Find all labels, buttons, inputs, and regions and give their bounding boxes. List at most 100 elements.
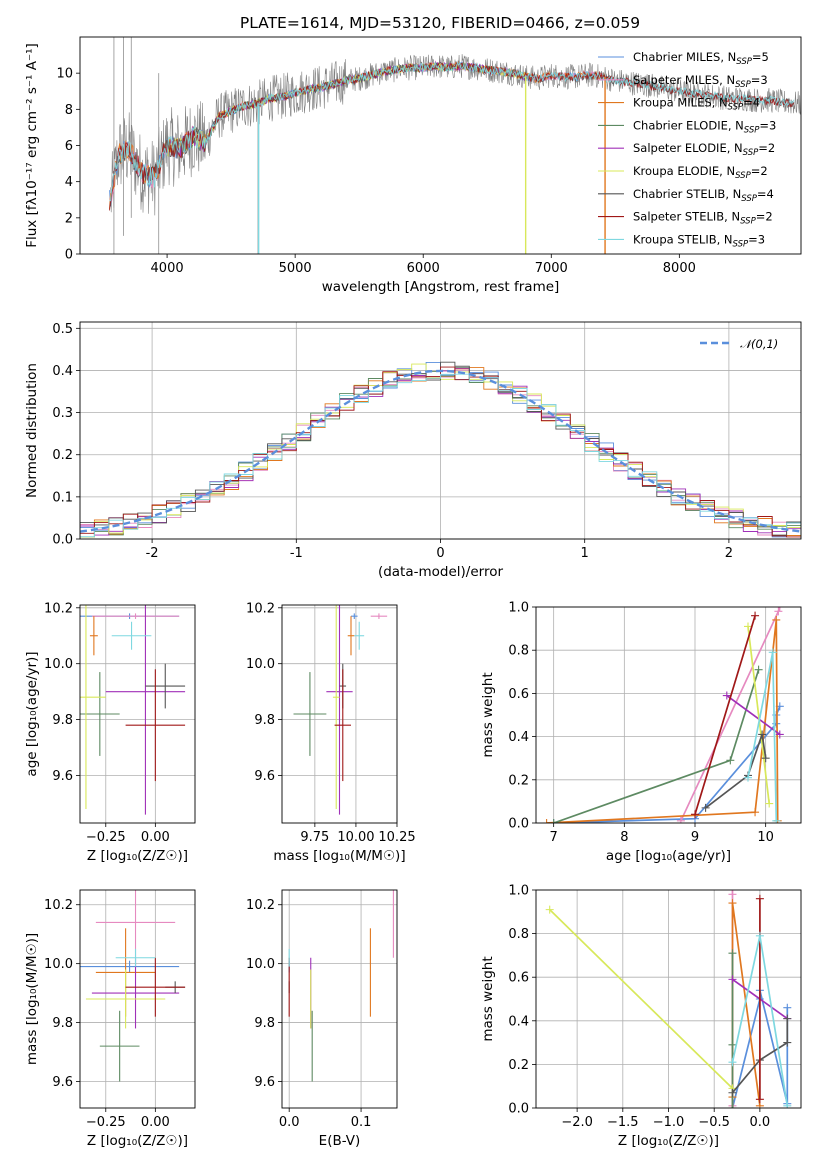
weight-marker-5 (744, 622, 752, 631)
weight-marker-4 (728, 975, 737, 984)
plot-area-age-vs-mass (282, 605, 398, 823)
panel-spectrum: 4000 5000 6000 7000 8000 0 2 4 6 8 10 wavelength [A… (24, 36, 802, 295)
x-tick-label: 4000 (151, 261, 184, 276)
panel-mass-vs-Z: −0.25 0.00 9.6 9.8 10.0 10.2 Z [log₁₀(Z/Z☉)] ma… (24, 889, 196, 1149)
y-tick-label: 10.2 (246, 601, 275, 616)
x-tick-label: 7000 (535, 261, 568, 276)
x-tick-label: 0 (436, 546, 444, 561)
axes-frame (281, 604, 398, 824)
errorbars (288, 890, 394, 1082)
y-tick-label: 2 (65, 211, 73, 226)
axes-frame (535, 889, 802, 1109)
errorbars (80, 890, 186, 1082)
weight-marker-3 (726, 756, 735, 765)
axes-frame (79, 36, 802, 255)
weight-marker-6 (783, 1038, 792, 1047)
figure-title: PLATE=1614, MJD=53120, FIBERID=0466, z=0… (240, 14, 640, 32)
x-axis-label: Z [log₁₀(Z/Z☉)] (87, 848, 188, 864)
x-axis-label: E(B-V) (319, 1133, 361, 1149)
weight-line-2 (546, 619, 779, 823)
plot-area-mass-vs-Z (80, 890, 195, 1108)
weight-marker-3 (549, 819, 558, 823)
x-tick-label: 6000 (407, 261, 440, 276)
x-axis-label: Z [log₁₀(Z/Z☉)] (618, 1133, 719, 1149)
weight-marker-8 (755, 931, 764, 940)
plot-area-weight-vs-age (536, 606, 801, 824)
y-tick-label: 0.1 (52, 490, 73, 505)
weight-marker-8 (772, 816, 781, 823)
weight-line-6 (705, 734, 767, 809)
y-tick-label: 10.0 (246, 657, 275, 672)
weight-marker-6 (758, 730, 767, 739)
legend-entry: Salpeter MILES, NSSP=3 (633, 73, 768, 90)
weight-marker-5 (765, 799, 774, 808)
panel-age-vs-Z: −0.25 0.00 9.6 9.8 10.0 10.2 Z [log₁₀(Z/Z☉)] ag… (24, 601, 196, 864)
x-tick-label: 0.0 (750, 1115, 771, 1130)
y-tick-label: 6 (65, 139, 73, 154)
panel-weight-vs-Z: −2.0 −1.5 −1.0 −0.5 0.0 0.0 0.2 0.4 0.6 0.8 1.0 Z [… (480, 884, 802, 1149)
normal-curve (80, 369, 801, 533)
weight-line-5 (549, 908, 734, 1090)
weight-marker-8 (744, 773, 752, 782)
weight-marker-7 (751, 611, 760, 620)
model-line-8 (109, 61, 795, 202)
y-axis-label: mass weight (480, 956, 496, 1041)
y-tick-label: 0 (65, 248, 73, 263)
weight-marker-1 (676, 816, 685, 823)
weight-marker-5 (545, 905, 554, 914)
plot-area-spectrum (109, 37, 801, 254)
legend-entry: Kroupa ELODIE, NSSP=2 (633, 164, 768, 181)
weight-marker-4 (775, 730, 784, 739)
x-tick-label: −1.5 (607, 1115, 639, 1130)
weight-line-7 (694, 615, 756, 815)
y-tick-label: 9.8 (52, 713, 73, 728)
y-tick-label: 9.6 (254, 1075, 275, 1090)
x-tick-label: 10 (757, 830, 774, 845)
weight-marker-8 (768, 648, 777, 657)
weight-marker-3 (728, 949, 737, 958)
x-tick-label: 0.1 (351, 1115, 372, 1130)
x-tick-label: 10.00 (337, 830, 374, 845)
x-tick-label: 1 (581, 546, 589, 561)
weight-marker-7 (691, 810, 699, 819)
histograms (80, 361, 801, 539)
x-axis-label: (data-model)/error (378, 564, 504, 580)
plot-area-residuals (80, 322, 801, 540)
y-tick-label: 9.8 (254, 713, 275, 728)
axes-frame (535, 606, 802, 824)
y-axis-label: age [log₁₀(age/yr)] (24, 651, 40, 776)
y-tick-label: 10.2 (44, 898, 73, 913)
weight-marker-3 (728, 1040, 737, 1049)
y-axis-label: mass [log₁₀(M/M☉)] (24, 933, 40, 1065)
y-tick-label: 0.6 (508, 687, 529, 702)
x-tick-label: 0.0 (279, 1115, 300, 1130)
y-tick-label: 0.2 (508, 1058, 529, 1073)
x-tick-label: 10.25 (378, 830, 415, 845)
legend-entry: Chabrier MILES, NSSP=5 (633, 50, 769, 67)
x-tick-label: 0.00 (141, 1115, 170, 1130)
weight-marker-2 (728, 899, 737, 908)
y-tick-label: 0.0 (508, 817, 529, 832)
panel-weight-vs-age: 7 8 9 10 0.0 0.2 0.4 0.6 0.8 1.0 age [log₁₀(age/yr… (480, 601, 802, 864)
legend-entry: Chabrier STELIB, NSSP=4 (633, 187, 774, 204)
y-tick-label: 1.0 (508, 601, 529, 616)
weight-line-3 (553, 669, 760, 823)
weight-marker-7 (755, 894, 764, 903)
y-tick-label: 0.4 (508, 730, 529, 745)
histogram-8 (80, 373, 801, 539)
weight-line-4 (726, 694, 781, 736)
y-tick-label: 0.0 (52, 533, 73, 548)
x-tick-label: 8000 (663, 261, 696, 276)
x-tick-label: 0.00 (141, 830, 170, 845)
y-tick-label: 9.6 (254, 769, 275, 784)
y-tick-label: 0.6 (508, 971, 529, 986)
x-tick-label: 9 (691, 830, 699, 845)
weight-marker-6 (761, 754, 770, 763)
x-tick-label: −0.5 (698, 1115, 730, 1130)
y-tick-label: 4 (65, 175, 73, 190)
y-tick-label: 10.2 (44, 601, 73, 616)
x-tick-label: 7 (550, 830, 558, 845)
y-tick-label: 0.4 (508, 1014, 529, 1029)
